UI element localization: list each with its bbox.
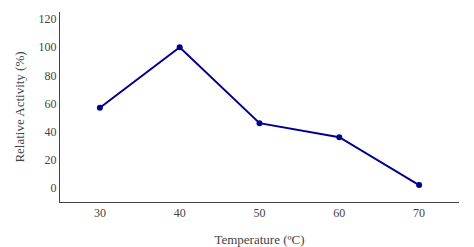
svg-text:30: 30 [94, 206, 106, 220]
svg-text:120: 120 [39, 12, 57, 26]
svg-text:100: 100 [39, 40, 57, 54]
svg-text:60: 60 [45, 97, 57, 111]
svg-text:Relative Activity (%): Relative Activity (%) [12, 51, 27, 162]
svg-text:20: 20 [45, 153, 57, 167]
svg-text:70: 70 [413, 206, 425, 220]
svg-text:80: 80 [45, 69, 57, 83]
svg-text:40: 40 [174, 206, 186, 220]
svg-text:Temperature (ºC): Temperature (ºC) [214, 232, 304, 247]
svg-text:60: 60 [333, 206, 345, 220]
svg-text:50: 50 [254, 206, 266, 220]
svg-text:0: 0 [51, 181, 57, 195]
svg-text:40: 40 [45, 125, 57, 139]
